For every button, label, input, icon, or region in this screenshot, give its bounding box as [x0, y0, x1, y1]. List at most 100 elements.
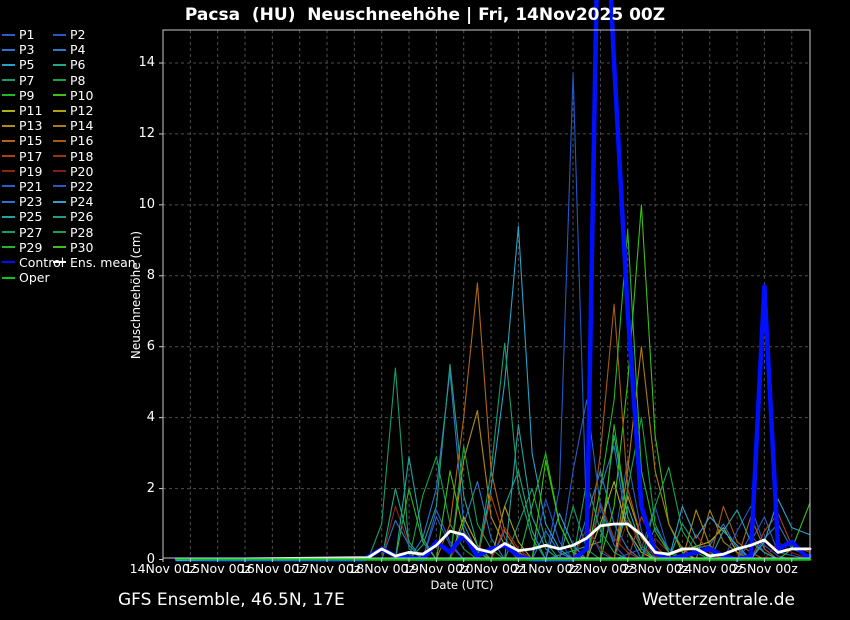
legend-swatch: [2, 261, 15, 264]
legend-swatch: [2, 48, 15, 51]
y-tick-label: 10: [138, 196, 155, 212]
x-axis-label: Date (UTC): [430, 578, 494, 592]
legend-swatch: [2, 155, 15, 158]
x-tick-label: 22Nov 00z: [567, 561, 634, 576]
legend-swatch: [2, 170, 15, 173]
legend-swatch: [2, 124, 15, 127]
legend-swatch: [53, 124, 66, 127]
legend-item-p18: P18: [53, 149, 136, 164]
legend-item-p30: P30: [53, 240, 136, 255]
legend-swatch: [2, 231, 15, 234]
series-p25: [176, 424, 811, 561]
legend-label: P21: [19, 178, 43, 194]
legend-swatch: [53, 155, 66, 158]
legend-item-p26: P26: [53, 209, 136, 224]
legend-swatch: [53, 185, 66, 188]
x-tick-label: 20Nov 00z: [457, 561, 525, 576]
legend-label: P26: [70, 209, 94, 225]
legend-item-p11: P11: [2, 103, 64, 118]
legend-swatch: [53, 79, 66, 82]
series-p11: [176, 480, 811, 561]
series-p27: [176, 342, 811, 561]
legend-label: P15: [19, 133, 43, 149]
legend-swatch: [2, 33, 15, 36]
footer-site-credit: Wetterzentrale.de: [641, 590, 795, 610]
legend-swatch: [53, 48, 66, 51]
legend-item-p2: P2: [53, 27, 136, 42]
legend-swatch: [2, 246, 15, 249]
legend-swatch: [2, 109, 15, 112]
legend-item-p7: P7: [2, 73, 64, 88]
legend-item-ens-mean: Ens. mean: [53, 255, 136, 270]
legend-label: P3: [19, 42, 35, 58]
series-p15: [176, 282, 811, 561]
legend-label: P17: [19, 148, 43, 164]
x-tick-label: 15Nov 00z: [184, 561, 252, 576]
legend-item-p1: P1: [2, 27, 64, 42]
legend-swatch: [53, 215, 66, 218]
legend-swatch: [53, 33, 66, 36]
legend-label: P30: [70, 239, 94, 255]
x-tick-label: 21Nov 00z: [512, 561, 580, 576]
legend-item-p19: P19: [2, 164, 64, 179]
legend-column-2: P2 P4 P6 P8 P10 P12 P14 P16 P18 P20 P22 P24 P26 P28 P3…: [53, 27, 136, 270]
legend-item-p13: P13: [2, 118, 64, 133]
legend-item-p17: P17: [2, 149, 64, 164]
legend-label: P9: [19, 87, 35, 103]
legend-item-p12: P12: [53, 103, 136, 118]
legend-item-p10: P10: [53, 88, 136, 103]
legend-swatch: [2, 276, 15, 279]
legend-item-p21: P21: [2, 179, 64, 194]
chart-title: Pacsa (HU) Neuschneehöhe | Fri, 14Nov202…: [184, 5, 666, 25]
legend-label: P29: [19, 239, 43, 255]
y-tick-label: 14: [138, 55, 155, 70]
legend-item-p29: P29: [2, 240, 64, 255]
legend-item-p14: P14: [53, 118, 136, 133]
series-p26: [176, 363, 811, 561]
x-tick-label: 16Nov 00z: [238, 561, 306, 576]
legend-swatch: [53, 109, 66, 112]
legend-label: P18: [70, 148, 94, 164]
legend-swatch: [53, 139, 66, 142]
legend-label: P8: [70, 72, 86, 88]
x-tick-label: 14Nov 00z: [129, 561, 197, 576]
series-p17: [176, 495, 811, 561]
legend-label: P27: [19, 224, 43, 240]
y-tick-label: 2: [146, 480, 155, 496]
legend-label: P23: [19, 194, 43, 210]
legend-item-p25: P25: [2, 209, 64, 224]
x-tick-label: 18Nov 00z: [348, 561, 416, 576]
legend-swatch: [2, 200, 15, 203]
y-tick-label: 6: [146, 338, 155, 354]
legend-label: Oper: [19, 270, 50, 286]
legend-label: P10: [70, 87, 94, 103]
legend-swatch: [53, 200, 66, 203]
legend-item-p8: P8: [53, 73, 136, 88]
series-p2: [176, 73, 811, 561]
legend-label: P19: [19, 163, 43, 179]
legend-item-p4: P4: [53, 42, 136, 57]
legend-swatch: [53, 63, 66, 66]
legend-swatch: [53, 261, 66, 264]
legend-item-p22: P22: [53, 179, 136, 194]
y-tick-label: 0: [146, 551, 155, 567]
legend-label: P5: [19, 57, 35, 73]
legend-label: Control: [19, 254, 65, 270]
legend-swatch: [2, 79, 15, 82]
legend-item-p28: P28: [53, 224, 136, 240]
x-tick-label: 23Nov 00z: [621, 561, 689, 576]
legend-label: P12: [70, 103, 94, 119]
y-tick-label: 8: [146, 267, 155, 283]
legend-label: P22: [70, 178, 94, 194]
legend-label: P11: [19, 103, 43, 119]
y-tick-label: 4: [146, 409, 155, 425]
series-p18: [176, 502, 811, 561]
legend-label: P16: [70, 133, 94, 149]
x-tick-label: 24Nov 00z: [676, 561, 744, 576]
legend-item-p16: P16: [53, 133, 136, 148]
legend-label: Ens. mean: [70, 254, 136, 270]
legend-swatch: [53, 246, 66, 249]
legend-label: P14: [70, 118, 94, 134]
